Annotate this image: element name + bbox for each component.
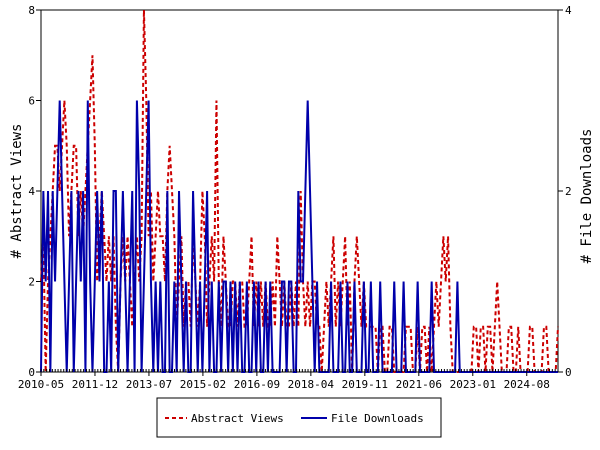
- series-line-abstract-views: [40, 9, 559, 373]
- right-y-tick-label: 4: [565, 4, 572, 17]
- left-y-tick-label: 6: [28, 95, 35, 108]
- x-tick-label: 2023-01: [450, 378, 496, 391]
- x-axis: 2010-05 2011-12 2013-07 2015-02 2016-09 2018-…: [18, 369, 559, 391]
- plot-frame: [40, 9, 559, 373]
- left-y-axis: 0 2 4 6 8: [28, 4, 41, 379]
- right-y-tick-label: 2: [565, 185, 572, 198]
- legend-box: [156, 397, 442, 438]
- x-tick-label: 2010-05: [18, 378, 64, 391]
- series-line-file-downloads: [40, 100, 558, 373]
- left-y-tick-label: 4: [28, 185, 35, 198]
- x-tick-label: 2019-11: [342, 378, 388, 391]
- x-tick-label: 2013-07: [126, 378, 172, 391]
- x-tick-label: 2016-09: [234, 378, 280, 391]
- x-tick-label: 2024-08: [504, 378, 550, 391]
- legend: Abstract Views File Downloads: [156, 397, 442, 438]
- legend-label-abstract-views: Abstract Views: [191, 412, 284, 425]
- right-axis-title: # File Downloads: [579, 129, 595, 264]
- left-y-tick-label: 2: [28, 276, 35, 289]
- x-tick-label: 2021-06: [396, 378, 442, 391]
- x-tick-label: 2011-12: [72, 378, 118, 391]
- x-tick-label: 2018-04: [288, 378, 335, 391]
- left-y-tick-label: 8: [28, 4, 35, 17]
- left-axis-title: # Abstract Views: [9, 124, 25, 259]
- right-y-axis: 0 2 4: [558, 4, 572, 379]
- series-layer: [40, 9, 559, 373]
- left-y-tick-label: 0: [28, 366, 35, 379]
- right-y-tick-label: 0: [565, 366, 572, 379]
- legend-label-file-downloads: File Downloads: [331, 412, 424, 425]
- x-tick-label: 2015-02: [180, 378, 226, 391]
